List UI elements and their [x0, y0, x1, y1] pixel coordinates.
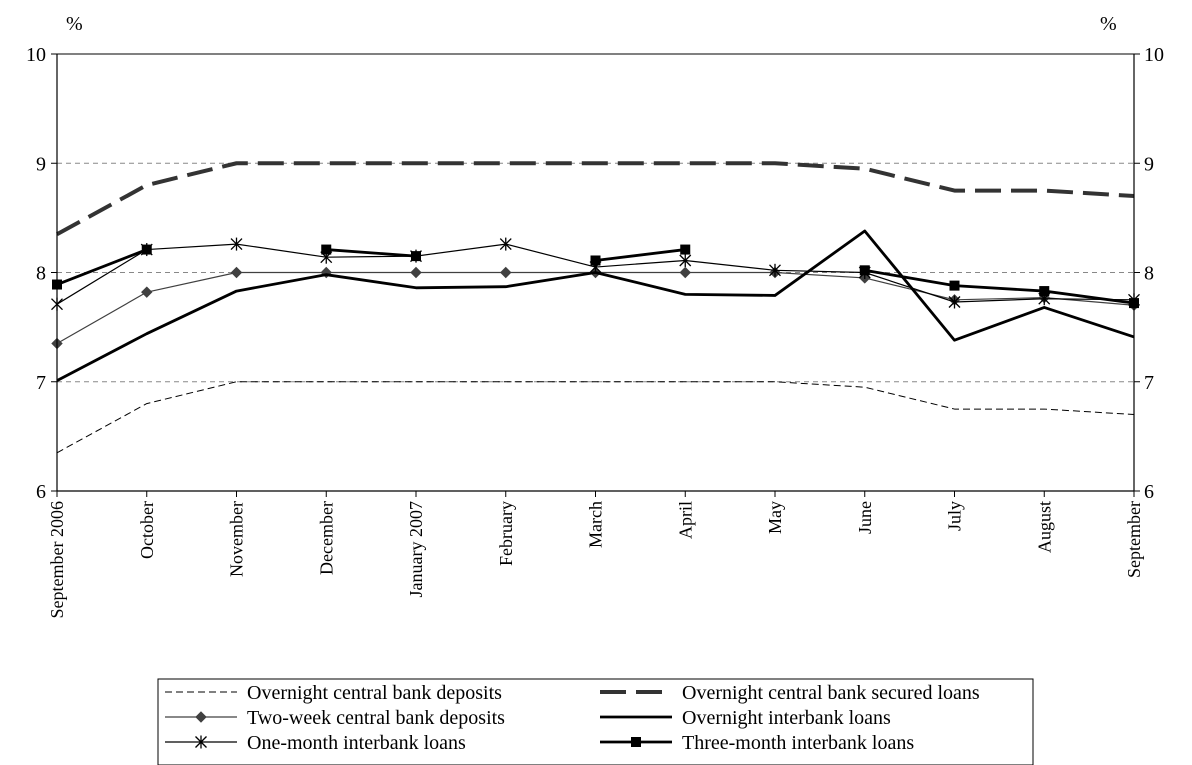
data-point — [769, 263, 781, 277]
y-tick-left-label: 7 — [36, 372, 46, 394]
data-point — [949, 280, 960, 291]
series-2 — [51, 266, 1140, 350]
data-point — [499, 237, 512, 251]
data-point — [411, 251, 421, 262]
series-line — [595, 248, 686, 262]
x-tick-label: December — [316, 501, 336, 575]
x-tick-label: August — [1034, 501, 1054, 553]
series-line — [56, 381, 1135, 454]
data-point — [230, 237, 243, 251]
x-tick-label: November — [227, 501, 247, 577]
series-line — [56, 229, 1135, 382]
legend-item-2: Two-week central bank deposits — [165, 707, 505, 729]
y-tick-right-label: 9 — [1144, 153, 1154, 175]
x-tick-label: February — [496, 501, 516, 566]
y-tick-left-label: 8 — [36, 263, 46, 285]
legend-label: Two-week central bank deposits — [247, 707, 505, 729]
x-tick-label: September 2006 — [47, 501, 67, 618]
legend-item-0: Overnight central bank deposits — [165, 682, 502, 704]
data-point — [321, 244, 332, 255]
legend-marker — [195, 735, 207, 749]
data-point — [141, 286, 153, 298]
x-tick-label: April — [675, 501, 695, 539]
series-0 — [56, 381, 1135, 454]
legend-label: Three-month interbank loans — [682, 732, 914, 754]
series-5 — [52, 244, 1139, 309]
legend-label: One-month interbank loans — [247, 732, 466, 754]
y-axis-left-ticks: 6 7 8 9 10 — [26, 44, 57, 503]
legend-marker — [195, 711, 207, 723]
legend-item-5: Three-month interbank loans — [600, 732, 914, 754]
x-tick-label: March — [586, 501, 606, 548]
data-point — [230, 266, 243, 279]
data-point — [679, 266, 691, 279]
series-line — [864, 268, 1135, 305]
legend-label: Overnight interbank loans — [682, 707, 891, 729]
legend-label: Overnight central bank deposits — [247, 682, 502, 704]
series-1 — [56, 161, 1135, 237]
y-axis-right-ticks: 6 7 8 9 10 — [1134, 44, 1164, 503]
series-line — [326, 248, 417, 258]
x-axis-ticks: September 2006 October November December Jan… — [47, 491, 1144, 618]
legend-item-4: One-month interbank loans — [165, 732, 466, 754]
series-3 — [56, 229, 1135, 382]
right-unit-label: % — [1100, 13, 1117, 35]
data-point — [948, 295, 961, 309]
data-point — [590, 255, 601, 266]
x-tick-label: July — [945, 501, 965, 531]
y-tick-right-label: 6 — [1144, 481, 1154, 503]
legend-item-1: Overnight central bank secured loans — [600, 682, 980, 704]
data-point — [1039, 286, 1050, 297]
legend-box — [157, 678, 1034, 765]
legend-item-3: Overnight interbank loans — [600, 707, 891, 729]
data-point — [679, 253, 692, 267]
x-tick-label: September — [1124, 501, 1144, 578]
data-point — [410, 266, 422, 279]
data-point — [680, 244, 691, 255]
y-tick-left-label: 6 — [36, 481, 46, 503]
left-unit-label: % — [66, 13, 83, 35]
series-layer — [51, 161, 1140, 454]
x-tick-label: January 2007 — [406, 501, 426, 597]
series-line — [56, 248, 148, 286]
legend: Overnight central bank deposits Overnight… — [157, 678, 1034, 765]
y-tick-right-label: 10 — [1144, 44, 1164, 66]
y-tick-right-label: 8 — [1144, 263, 1154, 285]
series-line — [56, 161, 1135, 237]
x-tick-label: May — [765, 501, 785, 534]
legend-label: Overnight central bank secured loans — [682, 682, 980, 704]
data-point — [859, 265, 870, 276]
x-tick-label: October — [137, 501, 157, 559]
x-tick-label: June — [855, 501, 875, 534]
y-tick-right-label: 7 — [1144, 372, 1154, 394]
data-point — [141, 244, 152, 255]
y-tick-left-label: 10 — [26, 44, 46, 66]
legend-marker — [631, 737, 641, 747]
data-point — [500, 266, 512, 279]
y-tick-left-label: 9 — [36, 153, 46, 175]
